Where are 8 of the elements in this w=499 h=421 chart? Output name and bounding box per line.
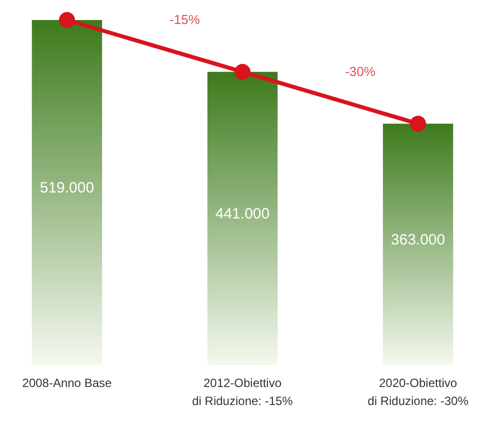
data-label: 519.000 <box>40 180 94 196</box>
data-label: 441.000 <box>215 205 270 222</box>
x-tick-label: 2008-Anno Base <box>22 376 112 390</box>
annotation: -15% <box>170 12 200 27</box>
x-tick-label: 2012-Obiettivo di Riduzione: -15% <box>192 376 294 408</box>
data-label: 363.000 <box>390 231 446 248</box>
x-tick-label: 2020-Obiettivo di Riduzione: -30% <box>368 376 469 408</box>
annotation: -30% <box>345 64 376 79</box>
